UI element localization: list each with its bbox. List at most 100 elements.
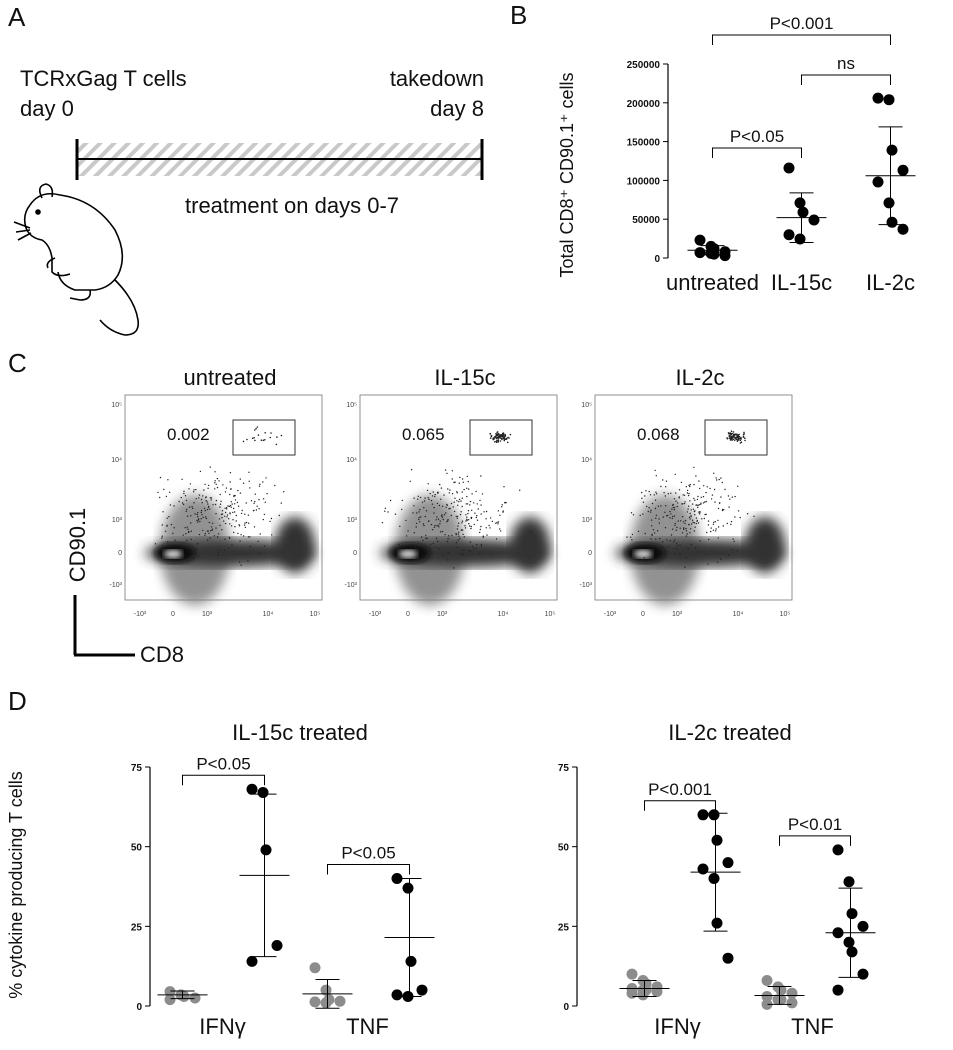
event-dot <box>161 537 163 539</box>
y-axis-label: % cytokine producing T cells <box>6 771 26 998</box>
event-dot <box>210 499 212 501</box>
event-dot <box>717 507 720 510</box>
event-dot <box>457 533 459 535</box>
event-dot <box>694 514 696 516</box>
event-dot <box>207 506 210 509</box>
event-dot <box>215 527 217 529</box>
event-dot <box>680 481 683 484</box>
y-tick-label: 0 <box>563 1002 569 1013</box>
event-dot <box>501 506 503 508</box>
event-dot <box>220 513 223 516</box>
event-dot <box>480 545 482 547</box>
significance-bracket <box>327 864 410 875</box>
gate-dot <box>270 432 272 434</box>
event-dot <box>466 516 468 518</box>
event-dot <box>434 546 436 548</box>
event-dot <box>405 519 407 522</box>
event-dot <box>161 535 163 537</box>
density-core <box>164 550 182 558</box>
event-dot <box>186 526 188 528</box>
event-dot <box>215 513 217 515</box>
event-dot <box>468 519 470 521</box>
significance-label: P<0.001 <box>648 780 712 799</box>
event-dot <box>262 518 264 521</box>
event-dot <box>734 516 736 518</box>
data-point <box>797 206 809 218</box>
event-dot <box>278 514 280 517</box>
event-dot <box>470 525 472 528</box>
event-dot <box>694 510 696 512</box>
event-dot <box>682 494 684 496</box>
event-dot <box>167 541 169 543</box>
gate-dot <box>733 439 736 442</box>
event-dot <box>712 529 715 531</box>
significance-bracket <box>801 74 891 85</box>
flow-x-tick: 10⁵ <box>310 611 321 618</box>
y-tick-label: 50000 <box>632 215 660 226</box>
event-dot <box>674 522 676 525</box>
event-dot <box>257 540 259 543</box>
event-dot <box>456 546 459 549</box>
event-dot <box>458 498 461 501</box>
start-label: day 0 <box>20 96 74 121</box>
event-dot <box>199 520 201 523</box>
event-dot <box>477 508 479 510</box>
event-dot <box>461 491 463 493</box>
event-dot <box>250 500 253 502</box>
event-dot <box>676 526 678 529</box>
event-dot <box>678 489 681 491</box>
event-dot <box>218 518 221 520</box>
event-dot <box>185 510 187 512</box>
event-dot <box>402 548 405 550</box>
data-point <box>320 997 332 1009</box>
event-dot <box>455 532 457 535</box>
event-dot <box>648 490 650 493</box>
event-dot <box>210 530 212 532</box>
event-dot <box>254 500 256 503</box>
event-dot <box>449 489 451 491</box>
event-dot <box>455 534 457 536</box>
event-dot <box>698 551 700 553</box>
gate-dot <box>242 440 245 443</box>
gate-dot <box>246 438 248 441</box>
event-dot <box>454 481 456 483</box>
event-dot <box>425 534 427 536</box>
event-dot <box>237 505 240 507</box>
gate-dot <box>496 431 499 433</box>
density-core <box>634 550 652 558</box>
event-dot <box>202 516 204 519</box>
gate-dot <box>498 435 501 437</box>
event-dot <box>456 491 458 493</box>
event-dot <box>208 521 210 524</box>
event-dot <box>206 508 209 511</box>
event-dot <box>718 502 721 504</box>
event-dot <box>690 543 693 546</box>
event-dot <box>688 484 690 487</box>
event-dot <box>669 517 671 519</box>
event-dot <box>655 491 657 493</box>
event-dot <box>681 503 684 505</box>
event-dot <box>663 492 665 494</box>
event-dot <box>686 533 688 535</box>
event-dot <box>469 550 472 552</box>
event-dot <box>258 508 260 510</box>
gate-dot <box>729 432 731 435</box>
flow-x-tick: 10⁴ <box>263 611 274 618</box>
event-dot <box>174 539 176 541</box>
event-dot <box>455 515 457 518</box>
event-dot <box>707 524 710 526</box>
event-dot <box>209 466 211 468</box>
event-dot <box>230 506 232 508</box>
event-dot <box>159 476 162 479</box>
event-dot <box>401 508 403 511</box>
data-point <box>872 176 884 188</box>
event-dot <box>681 532 684 534</box>
event-dot <box>672 515 674 518</box>
flow-y-tick: -10³ <box>580 582 593 589</box>
event-dot <box>483 511 485 513</box>
event-dot <box>697 506 699 509</box>
data-point <box>694 247 706 259</box>
event-dot <box>753 515 755 517</box>
event-dot <box>182 534 184 536</box>
event-dot <box>697 504 699 507</box>
